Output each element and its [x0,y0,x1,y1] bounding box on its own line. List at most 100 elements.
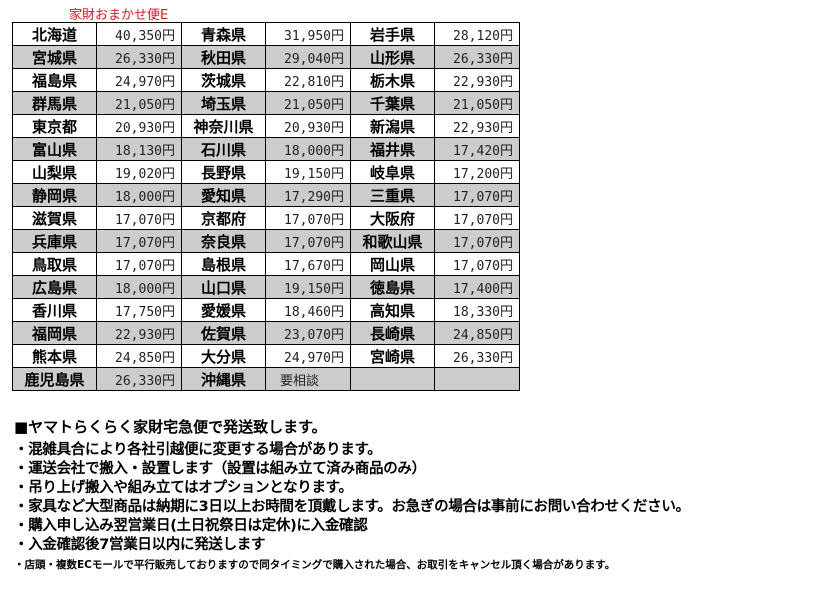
price-cell: 19,150円 [265,275,351,299]
prefecture-cell: 岐阜県 [350,160,435,184]
price-cell: 22,810円 [265,68,351,92]
price-cell: 17,070円 [96,252,182,276]
price-cell: 24,970円 [96,68,182,92]
price-cell: 17,070円 [434,183,520,207]
price-cell: 18,460円 [265,298,351,322]
prefecture-cell: 千葉県 [350,91,435,115]
price-cell: 22,930円 [434,68,520,92]
price-cell: 19,150円 [265,160,351,184]
prefecture-cell: 山口県 [181,275,266,299]
shipping-notes: ・混雑具合により各社引越便に変更する場合があります。・運送会社で搬入・設置します… [14,441,690,555]
price-cell: 17,070円 [265,206,351,230]
price-cell: 17,670円 [265,252,351,276]
table-row: 広島県 18,000円 山口県 19,150円 徳島県 17,400円 [12,275,520,299]
table-row: 鳥取県 17,070円 島根県 17,670円 岡山県 17,070円 [12,252,520,276]
note-item: ・購入申し込み翌営業日(土日祝祭日は定休)に入金確認 [14,518,368,534]
price-cell: 18,330円 [434,298,520,322]
price-cell: 28,120円 [434,22,520,46]
price-cell: 24,970円 [265,344,351,368]
prefecture-cell: 秋田県 [181,45,266,69]
prefecture-cell: 福岡県 [12,321,97,345]
table-row: 山梨県 19,020円 長野県 19,150円 岐阜県 17,200円 [12,160,520,184]
prefecture-cell: 京都府 [181,206,266,230]
prefecture-cell: 徳島県 [350,275,435,299]
price-cell: 26,330円 [434,344,520,368]
prefecture-cell: 高知県 [350,298,435,322]
table-row: 鹿児島県 26,330円 沖縄県 要相談 [12,367,520,391]
table-row: 滋賀県 17,070円 京都府 17,070円 大阪府 17,070円 [12,206,520,230]
note-item: ・家具など大型商品は納期に3日以上お時間を頂戴します。お急ぎの場合は事前にお問い… [14,499,690,515]
price-cell: 17,070円 [265,229,351,253]
price-cell: 17,070円 [434,252,520,276]
table-row: 兵庫県 17,070円 奈良県 17,070円 和歌山県 17,070円 [12,229,520,253]
prefecture-cell: 青森県 [181,22,266,46]
prefecture-cell: 岡山県 [350,252,435,276]
price-cell: 29,040円 [265,45,351,69]
prefecture-cell: 大阪府 [350,206,435,230]
price-cell: 17,290円 [265,183,351,207]
note-item: ・運送会社で搬入・設置します（設置は組み立て済み商品のみ） [14,461,426,477]
prefecture-cell: 北海道 [12,22,97,46]
price-cell: 22,930円 [434,114,520,138]
table-row: 富山県 18,130円 石川県 18,000円 福井県 17,420円 [12,137,520,161]
price-cell: 26,330円 [434,45,520,69]
prefecture-cell: 長野県 [181,160,266,184]
price-cell: 24,850円 [434,321,520,345]
prefecture-cell: 滋賀県 [12,206,97,230]
prefecture-cell: 福井県 [350,137,435,161]
price-cell: 18,000円 [96,275,182,299]
table-row: 福島県 24,970円 茨城県 22,810円 栃木県 22,930円 [12,68,520,92]
prefecture-cell: 和歌山県 [350,229,435,253]
price-cell: 17,200円 [434,160,520,184]
footnote: ・店頭・複数ECモールで平行販売しておりますので同タイミングで購入された場合、お… [14,559,616,571]
prefecture-cell: 愛知県 [181,183,266,207]
price-cell: 要相談 [265,367,351,391]
prefecture-cell [350,367,435,391]
note-item: ・吊り上げ搬入や組み立てはオプションとなります。 [14,480,353,496]
note-item: ・入金確認後7営業日以内に発送します [14,537,266,553]
prefecture-cell: 鹿児島県 [12,367,97,391]
prefecture-cell: 奈良県 [181,229,266,253]
prefecture-cell: 愛媛県 [181,298,266,322]
price-cell: 23,070円 [265,321,351,345]
table-row: 東京都 20,930円 神奈川県 20,930円 新潟県 22,930円 [12,114,520,138]
price-cell: 26,330円 [96,367,182,391]
prefecture-cell: 大分県 [181,344,266,368]
price-cell: 24,850円 [96,344,182,368]
prefecture-cell: 群馬県 [12,91,97,115]
price-cell: 17,070円 [96,206,182,230]
prefecture-cell: 沖縄県 [181,367,266,391]
price-cell: 17,070円 [96,229,182,253]
price-cell: 18,000円 [265,137,351,161]
price-cell: 31,950円 [265,22,351,46]
table-row: 宮城県 26,330円 秋田県 29,040円 山形県 26,330円 [12,45,520,69]
prefecture-cell: 富山県 [12,137,97,161]
shipping-rate-table: 北海道 40,350円 青森県 31,950円 岩手県 28,120円 宮城県 26,330円… [12,22,520,391]
price-cell: 21,050円 [96,91,182,115]
price-cell: 18,130円 [96,137,182,161]
prefecture-cell: 石川県 [181,137,266,161]
prefecture-cell: 宮城県 [12,45,97,69]
price-cell: 17,750円 [96,298,182,322]
price-cell: 22,930円 [96,321,182,345]
prefecture-cell: 山梨県 [12,160,97,184]
prefecture-cell: 新潟県 [350,114,435,138]
prefecture-cell: 三重県 [350,183,435,207]
prefecture-cell: 神奈川県 [181,114,266,138]
note-item: ・混雑具合により各社引越便に変更する場合があります。 [14,442,382,458]
prefecture-cell: 島根県 [181,252,266,276]
prefecture-cell: 埼玉県 [181,91,266,115]
prefecture-cell: 宮崎県 [350,344,435,368]
prefecture-cell: 熊本県 [12,344,97,368]
price-cell: 17,420円 [434,137,520,161]
price-cell: 17,070円 [434,206,520,230]
price-cell: 20,930円 [96,114,182,138]
price-cell: 26,330円 [96,45,182,69]
table-row: 群馬県 21,050円 埼玉県 21,050円 千葉県 21,050円 [12,91,520,115]
prefecture-cell: 静岡県 [12,183,97,207]
prefecture-cell: 東京都 [12,114,97,138]
prefecture-cell: 長崎県 [350,321,435,345]
price-cell: 21,050円 [434,91,520,115]
table-row: 福岡県 22,930円 佐賀県 23,070円 長崎県 24,850円 [12,321,520,345]
price-cell [434,367,520,391]
